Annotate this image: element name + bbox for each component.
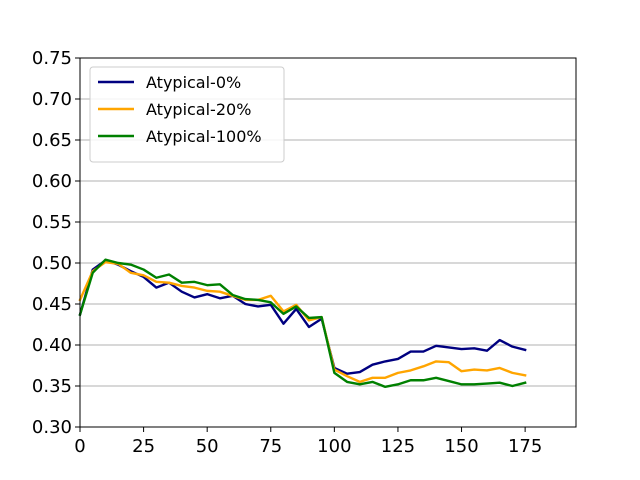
y-tick-label-0: 0.30 xyxy=(32,417,72,438)
plot-frame xyxy=(79,57,577,428)
y-tick-label-9: 0.75 xyxy=(32,48,72,69)
series-line-2 xyxy=(78,258,527,389)
x-tick-label-3: 75 xyxy=(259,436,282,457)
y-tick-label-6: 0.60 xyxy=(32,171,72,192)
x-axis-ticks: 0 25 50 75 100 125 150 175 xyxy=(74,427,542,457)
y-tick-label-1: 0.35 xyxy=(32,376,72,397)
legend-box xyxy=(89,66,285,163)
y-tick-label-3: 0.45 xyxy=(32,294,72,315)
x-tick-label-1: 25 xyxy=(132,436,155,457)
x-tick-label-7: 175 xyxy=(508,436,542,457)
x-tick-label-6: 150 xyxy=(444,436,478,457)
y-tick-label-2: 0.40 xyxy=(32,335,72,356)
y-tick-label-4: 0.50 xyxy=(32,253,72,274)
legend-label-2: Atypical-100% xyxy=(146,127,262,146)
y-tick-label-7: 0.65 xyxy=(32,130,72,151)
x-tick-label-5: 125 xyxy=(381,436,415,457)
x-tick-label-0: 0 xyxy=(74,436,85,457)
x-tick-label-2: 50 xyxy=(196,436,219,457)
legend: Atypical-0% Atypical-20% Atypical-100% xyxy=(89,66,285,163)
x-tick-label-4: 100 xyxy=(317,436,351,457)
y-tick-label-5: 0.55 xyxy=(32,212,72,233)
series-line-0 xyxy=(78,259,527,375)
legend-label-1: Atypical-20% xyxy=(146,100,251,119)
y-tick-label-8: 0.70 xyxy=(32,89,72,110)
series-lines xyxy=(78,258,527,389)
y-axis-ticks: 0.30 0.35 0.40 0.45 0.50 0.55 0.60 0.65 0.70 0.75 xyxy=(32,48,80,438)
legend-label-0: Atypical-0% xyxy=(146,73,241,92)
